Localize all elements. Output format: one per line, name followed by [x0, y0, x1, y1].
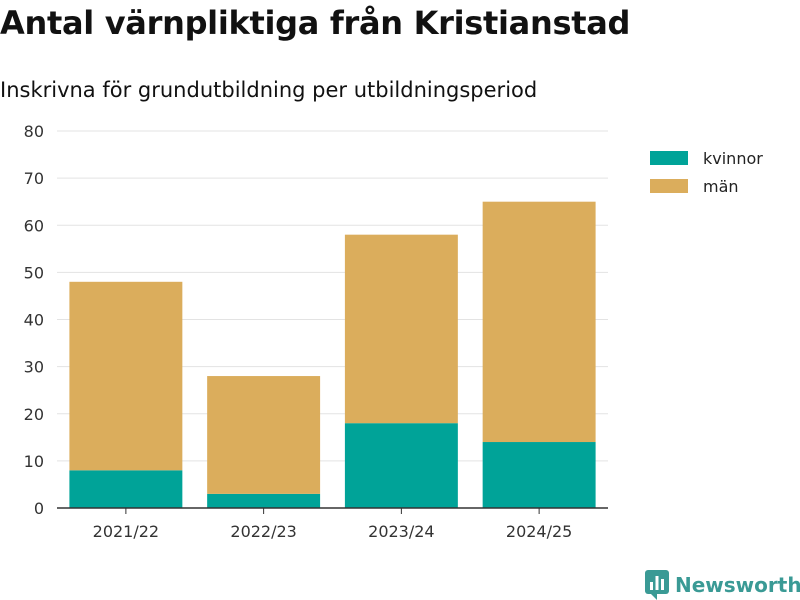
y-tick-label: 10	[24, 452, 44, 471]
y-tick-label: 0	[34, 499, 44, 518]
legend-swatch	[650, 179, 688, 193]
y-tick-label: 70	[24, 169, 44, 188]
newsworthy-logo-icon	[645, 570, 669, 600]
y-tick-label: 50	[24, 263, 44, 282]
y-tick-label: 20	[24, 405, 44, 424]
y-tick-label: 30	[24, 358, 44, 377]
legend-label: kvinnor	[703, 149, 763, 168]
bar-kvinnor	[482, 442, 596, 508]
bar-man	[69, 281, 183, 471]
bar-kvinnor	[207, 493, 321, 508]
y-tick-label: 60	[24, 216, 44, 235]
stacked-bar-chart: 0 10 20 30 40 50 60 70 80 2021/22 2022/23 2023/24 20…	[24, 122, 764, 541]
logo-text: Newsworthy	[675, 573, 800, 597]
y-tick-label: 40	[24, 311, 44, 330]
legend-swatch	[650, 151, 688, 165]
x-tick-label: 2022/23	[230, 522, 296, 541]
legend-label: män	[703, 177, 739, 196]
x-tick-label: 2023/24	[368, 522, 434, 541]
bar-kvinnor	[69, 470, 183, 508]
bar-man	[207, 376, 321, 494]
x-tick-label: 2024/25	[506, 522, 572, 541]
bar-man	[482, 201, 596, 443]
y-tick-label: 80	[24, 122, 44, 141]
bar-man	[344, 234, 458, 424]
chart-subtitle: Inskrivna för grundutbildning per utbild…	[0, 78, 538, 102]
x-tick-label: 2021/22	[93, 522, 159, 541]
newsworthy-logo: Newsworthy	[645, 570, 800, 600]
bar-kvinnor	[344, 423, 458, 508]
chart-title: Antal värnpliktiga från Kristianstad	[0, 4, 631, 42]
